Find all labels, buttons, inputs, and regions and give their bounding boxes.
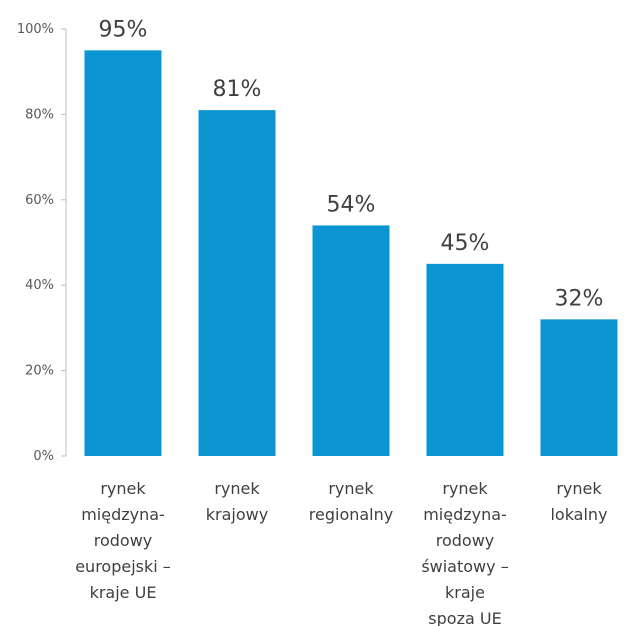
category-label: rynek lokalny (550, 479, 607, 524)
category-label-line: regionalny (309, 505, 393, 524)
y-tick-label: 60% (25, 193, 54, 208)
category-label-line: spoza UE (428, 609, 501, 626)
category-label-line: krajowy (206, 505, 268, 524)
bar (426, 263, 504, 456)
category-label-line: światowy – (421, 557, 508, 576)
category-label-line: kraje (445, 583, 485, 602)
category-label-line: rodowy (94, 531, 153, 550)
category-label-line: rynek (100, 479, 146, 498)
category-label: rynek krajowy (206, 479, 268, 524)
data-label: 81% (213, 77, 262, 102)
y-tick-label: 100% (17, 22, 54, 37)
data-label: 54% (327, 192, 376, 217)
category-label-line: międzyna- (423, 505, 507, 524)
y-tick-label: 80% (25, 107, 54, 122)
category-label-line: lokalny (550, 505, 607, 524)
data-label: 45% (441, 231, 490, 256)
data-label: 95% (99, 17, 148, 42)
category-label: rynek międzyna-rodowy światowy – kraje spoza… (421, 479, 508, 626)
category-label: rynek regionalny (309, 479, 393, 524)
category-label-line: międzyna- (81, 505, 165, 524)
y-tick-label: 40% (25, 278, 54, 293)
category-label-line: rynek (442, 479, 488, 498)
bar (198, 110, 276, 456)
category-label-line: kraje UE (90, 583, 157, 602)
category-label-line: rynek (556, 479, 602, 498)
bar (540, 319, 618, 456)
category-label-line: rodowy (436, 531, 495, 550)
bar (312, 225, 390, 456)
data-label: 32% (555, 286, 604, 311)
category-label-line: europejski – (75, 557, 171, 576)
y-tick-label: 0% (33, 449, 54, 464)
bar (84, 50, 162, 456)
category-label-line: rynek (214, 479, 260, 498)
category-label-line: rynek (328, 479, 374, 498)
category-label: rynek międzyna-rodowy europejski – kraje UE (75, 479, 171, 602)
y-tick-label: 20% (25, 364, 54, 379)
